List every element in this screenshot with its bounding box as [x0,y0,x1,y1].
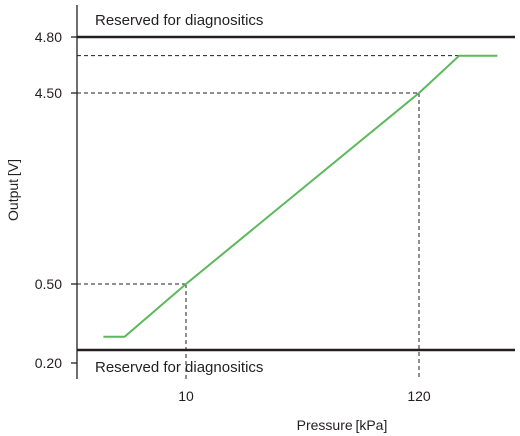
series-layer [103,54,498,338]
axes [71,5,515,379]
upper-band-label: Reserved for diagnositics [95,12,263,29]
series-line-0 [103,54,498,338]
y-axis-title: Output [V] [5,159,21,221]
y-tick-label: 0.50 [35,276,62,292]
y-tick-label: 4.50 [35,85,62,101]
x-tick-label: 10 [178,388,194,404]
reference-lines [77,55,460,379]
x-axis-title: Pressure [kPa] [297,417,388,433]
y-tick-label: 4.80 [35,29,62,45]
tick-labels: 0.20 0.50 4.50 4.80 10 120 [35,29,431,404]
diagnostic-bands: Reserved for diagnositics Reserved for d… [95,12,263,376]
y-tick-label: 0.20 [35,355,62,371]
x-tick-label: 120 [407,388,431,404]
lower-band-label: Reserved for diagnositics [95,359,263,376]
